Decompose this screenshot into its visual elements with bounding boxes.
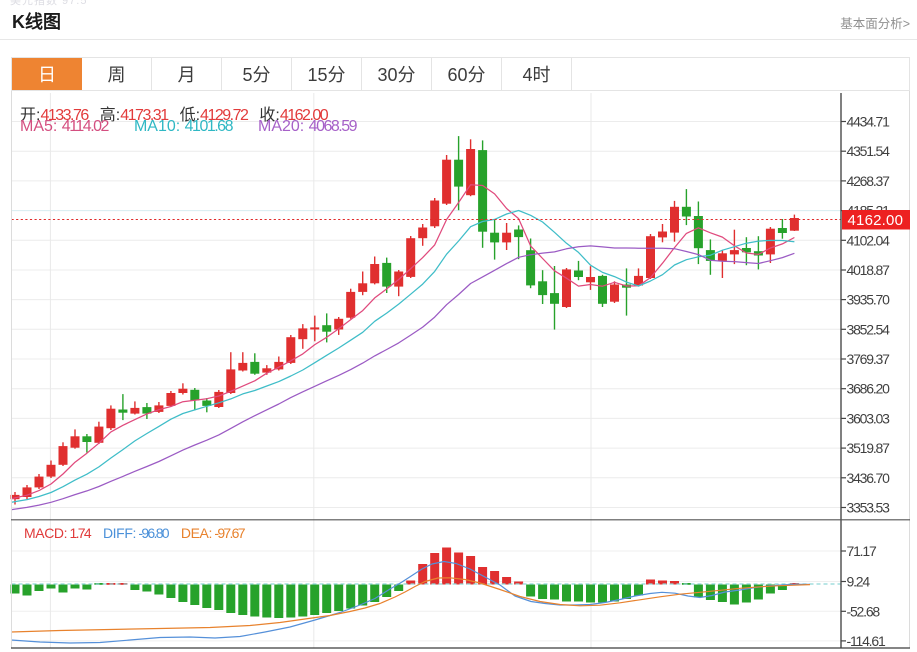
svg-text:9.24: 9.24	[847, 574, 871, 590]
svg-text:4102.04: 4102.04	[847, 232, 891, 248]
svg-text:4434.71: 4434.71	[847, 114, 891, 130]
svg-text:3603.03: 3603.03	[847, 410, 891, 426]
svg-text:3519.87: 3519.87	[847, 440, 891, 456]
svg-text:-52.68: -52.68	[847, 603, 881, 619]
svg-text:3353.53: 3353.53	[847, 500, 891, 516]
svg-text:4018.87: 4018.87	[847, 262, 891, 278]
svg-text:71.17: 71.17	[847, 543, 877, 559]
svg-text:4351.54: 4351.54	[847, 143, 891, 159]
svg-text:4268.37: 4268.37	[847, 173, 891, 189]
svg-text:4162.00: 4162.00	[848, 212, 904, 229]
svg-text:3769.37: 3769.37	[847, 351, 891, 367]
svg-text:3935.70: 3935.70	[847, 292, 891, 308]
svg-text:3436.70: 3436.70	[847, 470, 891, 486]
svg-text:-114.61: -114.61	[847, 633, 886, 649]
svg-text:3852.54: 3852.54	[847, 321, 891, 337]
svg-text:3686.20: 3686.20	[847, 381, 891, 397]
